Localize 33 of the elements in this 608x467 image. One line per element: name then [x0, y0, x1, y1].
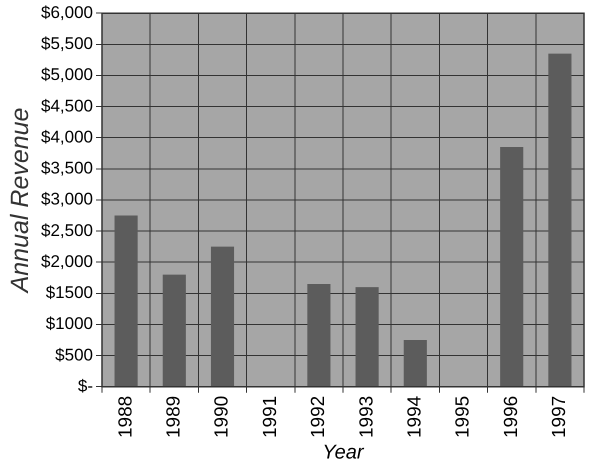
x-tick-label: 1991 [260, 396, 281, 438]
y-tick-label: $6,000 [40, 2, 93, 22]
x-tick-label: 1997 [549, 396, 570, 438]
x-tick-label: 1992 [308, 396, 330, 438]
y-tick-label: $- [78, 376, 93, 396]
x-axis-title: Year [322, 442, 365, 464]
y-tick-label: $1000 [46, 314, 93, 334]
bar [356, 287, 379, 386]
y-tick-label: $3,500 [40, 158, 93, 178]
y-tick-label: $5,000 [40, 65, 93, 84]
y-axis-title: Annual Revenue [6, 108, 34, 294]
x-tick-label: 1994 [404, 395, 426, 438]
y-tick-label: $4,500 [40, 96, 93, 116]
x-tick-label: 1990 [212, 396, 233, 438]
bar [210, 246, 234, 386]
bar [162, 274, 186, 386]
x-tick-label: 1989 [164, 396, 185, 438]
y-tick-label: $1500 [46, 283, 93, 302]
y-tick-label: $2,500 [40, 220, 93, 240]
y-tick-label: $4,000 [40, 127, 93, 146]
x-tick-label: 1993 [356, 396, 378, 438]
bar [307, 284, 330, 386]
bar [404, 340, 427, 386]
y-tick-label: $3,000 [40, 190, 93, 209]
bar [548, 54, 572, 386]
x-tick-label: 1995 [452, 396, 474, 438]
y-tick-label: $2,000 [40, 252, 93, 271]
y-tick-label: $500 [55, 345, 93, 364]
x-tick-label: 1988 [115, 396, 136, 438]
bar [500, 147, 524, 386]
y-tick-label: $5,500 [40, 34, 93, 54]
bar [114, 216, 138, 386]
x-tick-label: 1996 [500, 396, 522, 438]
